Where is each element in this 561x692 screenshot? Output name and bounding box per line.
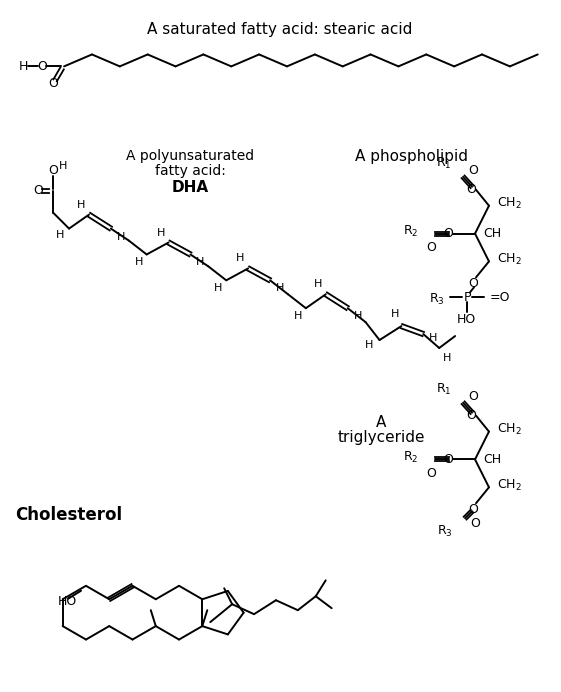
- Text: HO: HO: [457, 313, 476, 326]
- Text: H: H: [294, 311, 302, 321]
- Text: H: H: [56, 230, 65, 239]
- Text: O: O: [48, 77, 58, 90]
- Text: H: H: [214, 283, 223, 293]
- Text: O: O: [48, 165, 58, 177]
- Text: O: O: [466, 409, 476, 422]
- Text: CH$_2$: CH$_2$: [497, 477, 522, 493]
- Text: CH$_2$: CH$_2$: [497, 196, 522, 211]
- Text: H: H: [59, 161, 67, 171]
- Text: H: H: [429, 333, 438, 343]
- Text: O: O: [426, 467, 436, 480]
- Text: H: H: [365, 340, 374, 350]
- Text: HO: HO: [58, 595, 77, 608]
- Text: H: H: [443, 353, 452, 363]
- Text: O: O: [468, 277, 478, 290]
- Text: DHA: DHA: [172, 180, 209, 195]
- Text: O: O: [443, 453, 453, 466]
- Text: H: H: [157, 228, 165, 237]
- Text: O: O: [443, 227, 453, 240]
- Text: A saturated fatty acid: stearic acid: A saturated fatty acid: stearic acid: [148, 21, 413, 37]
- Text: H: H: [391, 309, 399, 319]
- Text: H: H: [276, 283, 284, 293]
- Text: O: O: [468, 390, 478, 403]
- Text: Cholesterol: Cholesterol: [15, 507, 122, 525]
- Text: R$_2$: R$_2$: [403, 450, 419, 465]
- Text: R$_3$: R$_3$: [438, 524, 453, 538]
- Text: O: O: [466, 183, 476, 197]
- Text: O: O: [426, 241, 436, 254]
- Text: R$_2$: R$_2$: [403, 224, 419, 239]
- Text: O: O: [33, 184, 43, 197]
- Text: fatty acid:: fatty acid:: [155, 164, 226, 178]
- Text: H: H: [314, 280, 322, 289]
- Text: O: O: [37, 60, 47, 73]
- Text: R$_3$: R$_3$: [429, 292, 444, 307]
- Text: A: A: [376, 415, 387, 430]
- Text: H: H: [77, 200, 85, 210]
- Text: O: O: [468, 502, 478, 516]
- Text: R$_1$: R$_1$: [435, 382, 451, 397]
- Text: O: O: [470, 517, 480, 529]
- Text: H: H: [353, 311, 362, 321]
- Text: H: H: [117, 232, 125, 242]
- Text: H: H: [135, 257, 143, 267]
- Text: triglyceride: triglyceride: [338, 430, 425, 444]
- Text: CH: CH: [483, 453, 501, 466]
- Text: =O: =O: [490, 291, 511, 304]
- Text: CH$_2$: CH$_2$: [497, 252, 522, 267]
- Text: CH$_2$: CH$_2$: [497, 422, 522, 437]
- Text: P: P: [463, 291, 471, 304]
- Text: H: H: [236, 253, 245, 264]
- Text: H: H: [196, 257, 205, 267]
- Text: O: O: [468, 165, 478, 177]
- Text: CH: CH: [483, 227, 501, 240]
- Text: R$_1$: R$_1$: [435, 156, 451, 172]
- Text: A phospholipid: A phospholipid: [355, 149, 468, 164]
- Text: H: H: [19, 60, 28, 73]
- Text: A polyunsaturated: A polyunsaturated: [126, 149, 255, 163]
